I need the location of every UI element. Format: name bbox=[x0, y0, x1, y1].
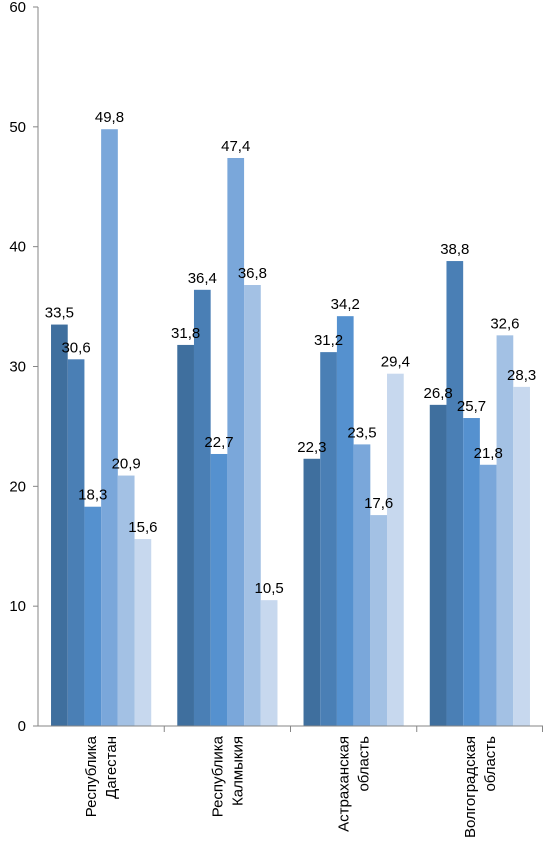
y-tick-label: 10 bbox=[9, 598, 26, 615]
y-tick-label: 0 bbox=[18, 718, 26, 735]
category-label: Республика Дагестан bbox=[83, 735, 120, 817]
bar bbox=[336, 316, 354, 726]
data-label: 36,8 bbox=[238, 265, 267, 282]
category-label-line: Республика bbox=[209, 735, 226, 817]
y-tick-label: 60 bbox=[9, 0, 26, 16]
data-label: 30,6 bbox=[61, 339, 90, 356]
y-tick-label: 40 bbox=[9, 239, 26, 256]
bar bbox=[134, 539, 152, 726]
data-label: 49,8 bbox=[95, 109, 124, 126]
data-label: 10,5 bbox=[255, 580, 284, 597]
data-label: 17,6 bbox=[364, 495, 393, 512]
bar bbox=[513, 386, 530, 726]
bar bbox=[446, 261, 464, 726]
data-label: 31,2 bbox=[314, 332, 343, 349]
data-label: 20,9 bbox=[112, 456, 141, 473]
category-label-line: Республика bbox=[83, 735, 100, 817]
data-label: 33,5 bbox=[45, 305, 74, 322]
bar bbox=[51, 324, 68, 726]
data-label: 21,8 bbox=[474, 445, 503, 462]
bar bbox=[117, 475, 135, 726]
data-label: 25,7 bbox=[457, 398, 486, 415]
data-labels: 33,5 31,8 22,3 26,8 30,6 36,4 31,2 38,8 18,3 22,7… bbox=[45, 109, 536, 597]
data-label: 36,4 bbox=[188, 270, 217, 287]
y-tick-label: 50 bbox=[9, 119, 26, 136]
bar bbox=[463, 418, 480, 726]
category-label-line: область bbox=[482, 736, 499, 792]
bar bbox=[353, 444, 371, 726]
data-label: 22,7 bbox=[204, 434, 233, 451]
bar bbox=[260, 600, 278, 726]
y-axis-ticks: 0 10 20 30 40 50 60 bbox=[9, 0, 38, 735]
category-label-line: область bbox=[356, 736, 373, 792]
data-label: 32,6 bbox=[490, 315, 519, 332]
bar bbox=[479, 464, 497, 726]
bars bbox=[51, 129, 530, 727]
category-label-line: Волгоградская bbox=[462, 736, 479, 838]
data-label: 31,8 bbox=[171, 325, 200, 342]
data-label: 28,3 bbox=[507, 367, 536, 384]
bar bbox=[303, 458, 321, 726]
category-label: Волгоградская область bbox=[462, 736, 499, 838]
bar bbox=[496, 335, 514, 726]
bar bbox=[67, 359, 85, 726]
bar bbox=[210, 453, 228, 726]
category-label: Астраханская область bbox=[336, 736, 373, 832]
data-label: 23,5 bbox=[347, 424, 376, 441]
bar bbox=[370, 515, 388, 726]
bar bbox=[429, 404, 447, 726]
bar bbox=[177, 344, 194, 726]
bar bbox=[244, 285, 261, 726]
bar bbox=[84, 506, 102, 726]
category-label: Республика Калмыкия bbox=[209, 735, 246, 817]
data-label: 15,6 bbox=[128, 519, 157, 536]
data-label: 38,8 bbox=[440, 241, 469, 258]
bar bbox=[193, 289, 211, 726]
category-label-line: Астраханская bbox=[336, 736, 353, 832]
data-label: 34,2 bbox=[331, 296, 360, 313]
data-label: 22,3 bbox=[297, 439, 326, 456]
bar bbox=[101, 129, 118, 727]
data-label: 26,8 bbox=[424, 385, 453, 402]
category-labels: Республика Дагестан Республика Калмыкия Астр… bbox=[83, 735, 499, 838]
bar bbox=[387, 373, 404, 726]
y-tick-label: 20 bbox=[9, 478, 26, 495]
y-tick-label: 30 bbox=[9, 359, 26, 376]
data-label: 29,4 bbox=[381, 354, 410, 371]
category-label-line: Калмыкия bbox=[229, 736, 246, 806]
data-label: 18,3 bbox=[78, 487, 107, 504]
bar bbox=[227, 157, 245, 727]
category-label-line: Дагестан bbox=[103, 736, 120, 799]
data-label: 47,4 bbox=[221, 138, 250, 155]
bar bbox=[320, 352, 337, 726]
